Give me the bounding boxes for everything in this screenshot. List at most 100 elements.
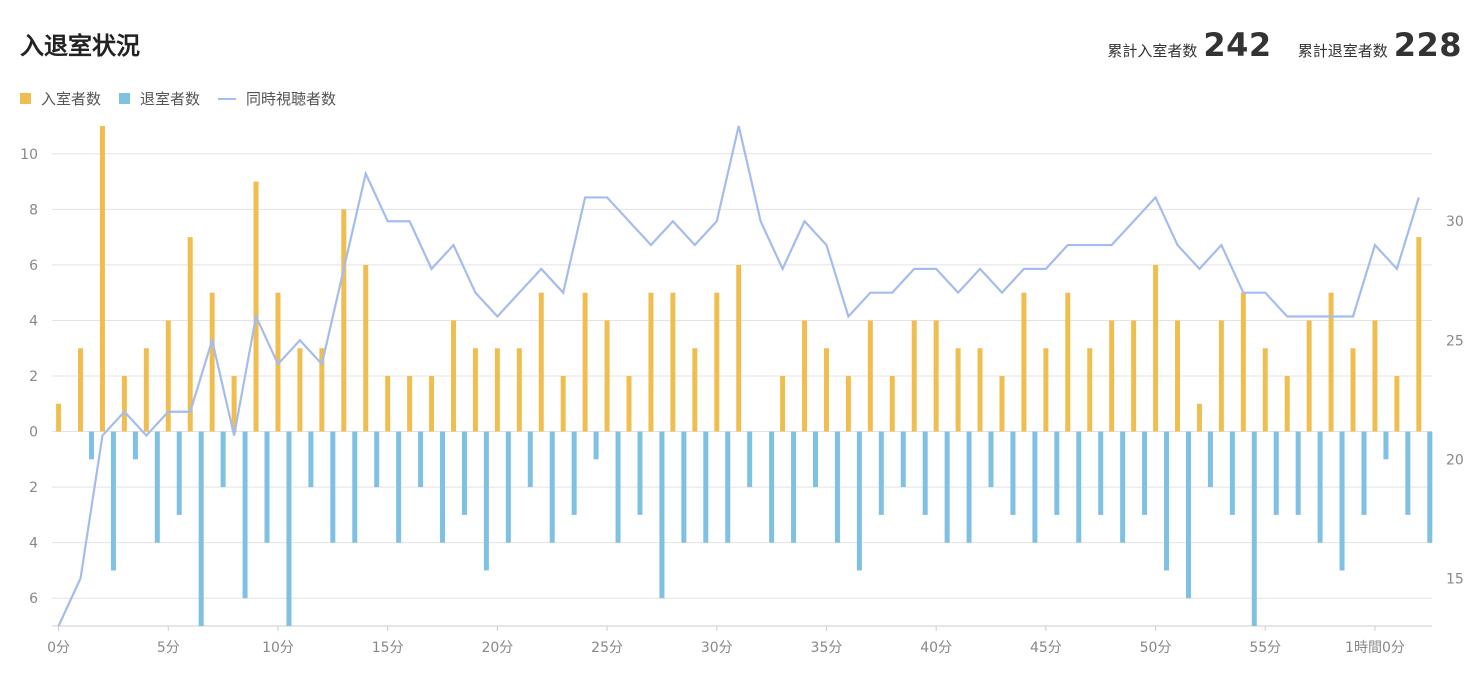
bar-entered xyxy=(977,348,983,432)
bar-entered xyxy=(1109,320,1115,432)
left-axis-tick-label: 4 xyxy=(29,313,38,329)
legend-item-concurrent[interactable]: 同時視聴者数 xyxy=(218,88,336,109)
bar-exited xyxy=(88,431,94,460)
bar-exited xyxy=(1164,431,1170,571)
bar-exited xyxy=(1295,431,1301,515)
bar-entered xyxy=(802,320,808,432)
bar-exited xyxy=(176,431,182,515)
bar-exited xyxy=(1317,431,1323,543)
legend-swatch-entered xyxy=(20,93,31,104)
bar-entered xyxy=(780,376,786,432)
bar-exited xyxy=(725,431,731,543)
bar-exited xyxy=(440,431,446,543)
right-axis-tick-label: 30 xyxy=(1446,214,1464,230)
bar-exited xyxy=(1032,431,1038,543)
bar-exited xyxy=(374,431,380,488)
x-axis-tick-label: 5分 xyxy=(157,640,180,656)
bar-entered xyxy=(604,320,610,432)
bar-exited xyxy=(1251,431,1257,626)
x-axis-tick-label: 50分 xyxy=(1140,640,1172,656)
concurrent-viewers-line xyxy=(57,125,1420,627)
bar-exited xyxy=(878,431,884,515)
left-axis-tick-label: 4 xyxy=(29,536,38,552)
bar-exited xyxy=(1185,431,1191,599)
bar-exited xyxy=(418,431,424,488)
bar-exited xyxy=(1383,431,1389,460)
x-axis-tick-label: 0分 xyxy=(47,640,70,656)
bar-exited xyxy=(900,431,906,488)
bar-exited xyxy=(330,431,336,543)
bar-entered xyxy=(560,376,566,432)
bar-entered xyxy=(99,126,105,432)
bar-entered xyxy=(363,264,369,432)
bar-entered xyxy=(1328,292,1334,432)
legend-swatch-exited xyxy=(119,93,131,104)
bar-entered xyxy=(1196,403,1202,432)
chart-legend: 入室者数 退室者数 同時視聴者数 xyxy=(20,88,354,109)
bar-exited xyxy=(637,431,643,515)
bar-entered xyxy=(231,376,237,432)
total-entered-value: 242 xyxy=(1203,26,1272,64)
left-axis-tick-label: 0 xyxy=(29,425,38,441)
bar-exited xyxy=(1207,431,1213,488)
bar-entered xyxy=(714,292,720,432)
page-title: 入退室状況 xyxy=(20,32,140,60)
x-axis-tick-label: 30分 xyxy=(701,640,733,656)
bar-exited xyxy=(242,431,248,599)
bar-entered xyxy=(319,348,325,432)
left-axis-tick-label: 8 xyxy=(29,202,38,218)
bar-exited xyxy=(198,431,204,626)
total-entered-stat: 累計入室者数 242 xyxy=(1107,26,1271,64)
bar-exited xyxy=(571,431,577,515)
bar-entered xyxy=(538,292,544,432)
total-exited-stat: 累計退室者数 228 xyxy=(1298,26,1462,64)
bar-entered xyxy=(999,376,1005,432)
bar-exited xyxy=(1361,431,1367,515)
left-axis-tick-label: 2 xyxy=(29,369,38,385)
bar-exited xyxy=(1098,431,1104,515)
bar-entered xyxy=(385,376,391,432)
totals-summary: 累計入室者数 242 累計退室者数 228 xyxy=(1081,26,1462,64)
legend-item-exited[interactable]: 退室者数 xyxy=(119,88,200,109)
bar-entered xyxy=(1175,320,1181,432)
bar-exited xyxy=(681,431,687,543)
bar-entered xyxy=(1087,348,1093,432)
bar-entered xyxy=(1131,320,1137,432)
bar-exited xyxy=(483,431,489,571)
bar-entered xyxy=(1218,320,1224,432)
bar-exited xyxy=(922,431,928,515)
x-axis-tick-label: 35分 xyxy=(811,640,843,656)
bar-exited xyxy=(527,431,533,488)
bar-entered xyxy=(911,320,917,432)
legend-label-concurrent: 同時視聴者数 xyxy=(246,90,337,108)
bar-exited xyxy=(1229,431,1235,515)
right-axis-tick-label: 20 xyxy=(1446,452,1464,468)
bar-exited xyxy=(1010,431,1016,515)
bar-entered xyxy=(209,292,215,432)
legend-item-entered[interactable]: 入室者数 xyxy=(20,88,101,109)
bar-entered xyxy=(1021,292,1027,432)
bar-exited xyxy=(615,431,621,543)
x-axis-tick-label: 20分 xyxy=(481,640,513,656)
bar-exited xyxy=(703,431,709,543)
bar-exited xyxy=(286,431,292,626)
legend-label-entered: 入室者数 xyxy=(41,90,102,108)
bar-exited xyxy=(264,431,270,543)
legend-swatch-concurrent xyxy=(218,97,237,100)
left-axis-tick-label: 6 xyxy=(29,591,38,607)
bar-exited xyxy=(812,431,818,488)
bar-entered xyxy=(165,320,171,432)
x-axis-tick-label: 40分 xyxy=(920,640,952,656)
bar-entered xyxy=(670,292,676,432)
bar-exited xyxy=(1427,431,1433,543)
bar-exited xyxy=(593,431,599,460)
total-exited-value: 228 xyxy=(1393,26,1462,64)
bar-entered xyxy=(429,376,435,432)
bar-exited xyxy=(1405,431,1411,515)
left-axis-tick-label: 6 xyxy=(29,258,38,274)
x-axis-tick-label: 55分 xyxy=(1249,640,1281,656)
bar-exited xyxy=(505,431,511,543)
bar-entered xyxy=(494,348,500,432)
bar-exited xyxy=(834,431,840,543)
